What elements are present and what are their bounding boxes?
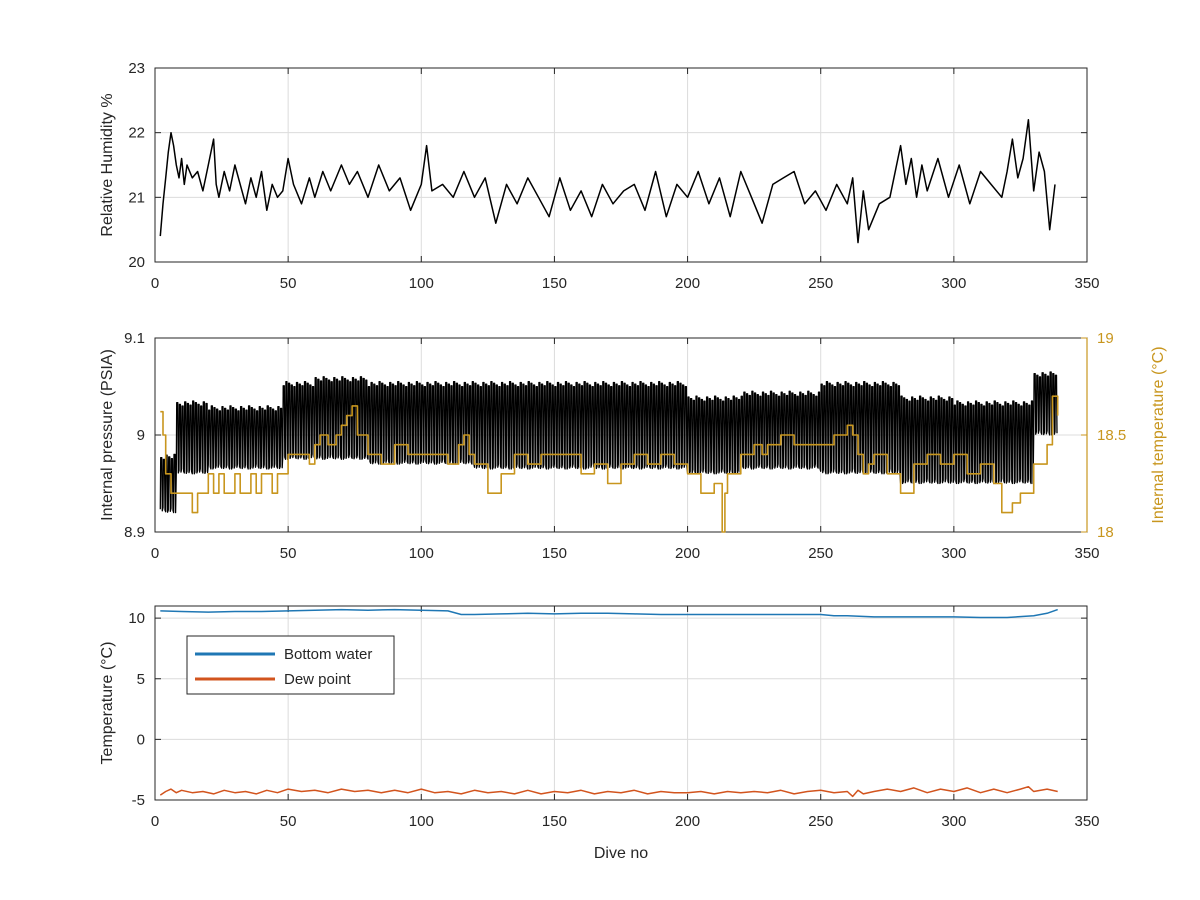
temperature-panel: 0 50 100 150 200 250 300 350 -5 0 5 10 Temperature (… (99, 605, 1100, 862)
x-tick-label: 150 (542, 813, 567, 830)
x-tick-label: 150 (542, 275, 567, 292)
x-tick-label: 100 (409, 813, 434, 830)
y-tick-label: 9.1 (124, 330, 145, 347)
y-tick-label: -5 (132, 792, 145, 809)
x-tick-label: 0 (151, 545, 159, 562)
x-tick-label: 50 (280, 545, 297, 562)
y-tick-label-right: 18.5 (1097, 427, 1126, 444)
y-axis-label: Relative Humidity % (99, 93, 116, 236)
x-tick-label: 300 (941, 275, 966, 292)
y-tick-label-right: 19 (1097, 330, 1114, 347)
y-tick-label: 21 (128, 189, 145, 206)
y-tick-label: 10 (128, 610, 145, 627)
y-tick-label: 5 (137, 671, 145, 688)
y-tick-label: 8.9 (124, 524, 145, 541)
pressure-series-line (159, 371, 1058, 514)
x-tick-label: 250 (808, 275, 833, 292)
legend-label: Bottom water (284, 646, 372, 663)
x-tick-label: 100 (409, 275, 434, 292)
y-tick-label: 20 (128, 254, 145, 271)
y-axis-label: Temperature (°C) (99, 642, 116, 765)
x-tick-label: 50 (280, 275, 297, 292)
x-tick-label: 300 (941, 545, 966, 562)
x-tick-label: 250 (808, 813, 833, 830)
humidity-panel: 0 50 100 150 200 250 300 350 20 21 22 23 Relative Hu… (99, 60, 1100, 292)
x-tick-label: 350 (1074, 275, 1099, 292)
x-tick-label: 300 (941, 813, 966, 830)
legend-label: Dew point (284, 671, 352, 688)
axes-box (154, 605, 1088, 801)
x-tick-label: 100 (409, 545, 434, 562)
x-tick-label: 350 (1074, 813, 1099, 830)
bottom-water-series-line (160, 608, 1058, 619)
dew-point-series-line (159, 785, 1058, 798)
x-tick-label: 250 (808, 545, 833, 562)
x-tick-label: 200 (675, 545, 700, 562)
y-axis-label-right: Internal temperature (°C) (1150, 346, 1167, 523)
y-tick-label: 9 (137, 427, 145, 444)
x-tick-label: 0 (151, 813, 159, 830)
x-tick-label: 50 (280, 813, 297, 830)
internal-temperature-series-line (160, 395, 1059, 533)
x-tick-label: 200 (675, 813, 700, 830)
y-tick-label: 0 (137, 731, 145, 748)
pressure-temperature-panel: 0 50 100 150 200 250 300 350 8.9 9 9.1 Internal pre… (99, 330, 1167, 562)
y-axis-label: Internal pressure (PSIA) (99, 349, 116, 521)
x-tick-label: 350 (1074, 545, 1099, 562)
humidity-series-line (159, 118, 1056, 244)
legend-box (186, 635, 395, 695)
x-tick-label: 200 (675, 275, 700, 292)
axes-box (154, 67, 1088, 263)
x-axis-label: Dive no (594, 845, 648, 862)
y-tick-label-right: 18 (1097, 524, 1114, 541)
x-tick-label: 0 (151, 275, 159, 292)
x-tick-label: 150 (542, 545, 567, 562)
y-tick-label: 22 (128, 125, 145, 142)
y-tick-label: 23 (128, 60, 145, 77)
